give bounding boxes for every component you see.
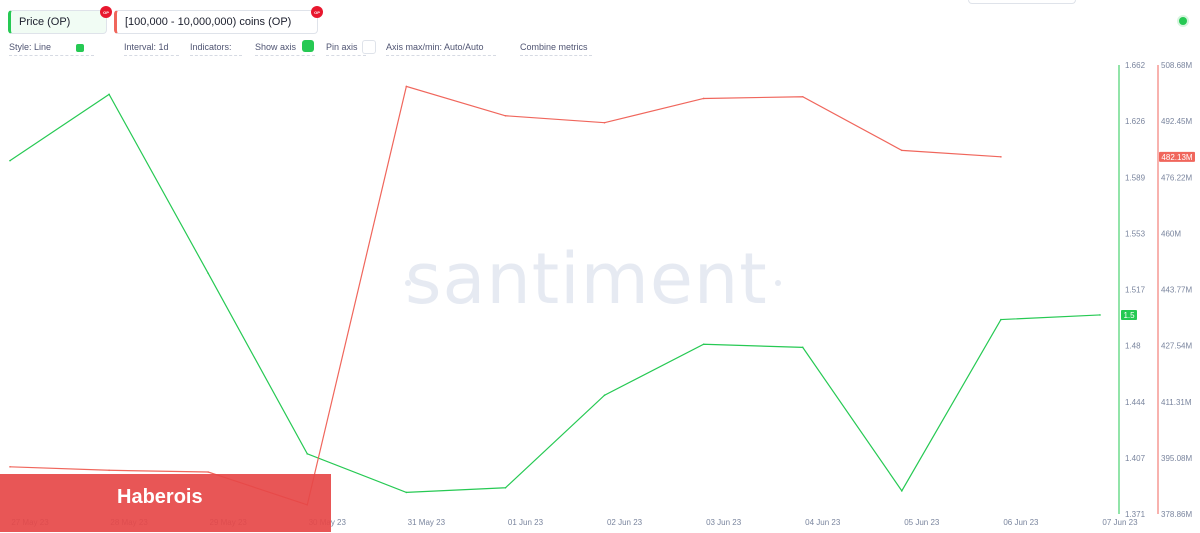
line-color-swatch[interactable]: [75, 43, 84, 52]
status-dot: [1179, 17, 1187, 25]
style-label: Style: Line: [9, 42, 52, 52]
x-tick-label: 05 Jun 23: [904, 518, 940, 527]
price-last-value-label: 1.5: [1123, 311, 1135, 320]
x-tick-label: 07 Jun 23: [1102, 518, 1138, 527]
pin-axis-label: Pin axis: [326, 42, 358, 52]
holders-series-point: [9, 466, 11, 468]
pin-axis-toggle[interactable]: Pin axis: [326, 42, 366, 56]
x-tick-label: 03 Jun 23: [706, 518, 742, 527]
holders-tick-label: 508.68M: [1161, 61, 1192, 70]
price-series-line: [9, 93, 1101, 494]
combine-metrics-button[interactable]: Combine metrics: [520, 42, 592, 56]
metric-price-label: Price (OP): [19, 16, 71, 28]
holders-series-point: [1000, 156, 1002, 158]
price-tick-label: 1.407: [1125, 454, 1146, 463]
style-selector[interactable]: Style: Line: [9, 42, 94, 56]
price-series-point: [1000, 318, 1002, 321]
price-series-point: [702, 343, 705, 346]
banner-text: Haberois: [117, 486, 203, 508]
indicators-label: Indicators:: [190, 42, 232, 52]
x-tick-label: 02 Jun 23: [607, 518, 643, 527]
op-token-icon: OP: [100, 6, 112, 18]
price-tick-label: 1.48: [1125, 342, 1141, 351]
price-tick-label: 1.444: [1125, 398, 1146, 407]
x-tick-label: 06 Jun 23: [1003, 518, 1039, 527]
metric-holders[interactable]: [100,000 - 10,000,000) coins (OP) OP: [114, 6, 323, 34]
holders-tick-label: 476.22M: [1161, 173, 1192, 182]
price-series-point: [108, 93, 110, 96]
price-series-point: [207, 272, 209, 275]
combine-metrics-label: Combine metrics: [520, 42, 588, 52]
holders-tick-label: 443.77M: [1161, 286, 1192, 295]
x-tick-label: 31 May 23: [408, 518, 446, 527]
holders-series-point: [603, 121, 606, 124]
interval-label: Interval: 1d: [124, 42, 169, 52]
axis-minmax-label: Axis max/min: Auto/Auto: [386, 42, 484, 52]
price-tick-label: 1.553: [1125, 229, 1146, 238]
axis-minmax-selector[interactable]: Axis max/min: Auto/Auto: [386, 42, 496, 56]
price-series-point: [801, 346, 804, 349]
holders-last-value-label: 482.13M: [1161, 153, 1192, 162]
price-series-point: [504, 486, 507, 489]
holders-series-point: [108, 469, 110, 472]
holders-tick-label: 395.08M: [1161, 454, 1192, 463]
watermark-dot-left: [405, 280, 411, 286]
indicators-selector[interactable]: Indicators:: [190, 42, 242, 56]
price-series-point: [9, 159, 11, 162]
price-last-value-badge: [1121, 309, 1137, 320]
show-axis-toggle[interactable]: Show axis: [255, 42, 315, 56]
price-series-point: [1099, 314, 1101, 316]
holders-last-value-badge: [1159, 151, 1195, 162]
holders-series-point: [405, 85, 408, 88]
haberois-banner: Haberois: [0, 474, 331, 532]
holders-tick-label: 411.31M: [1161, 398, 1192, 407]
holders-tick-label: 492.45M: [1161, 117, 1192, 126]
holders-tick-label: 427.54M: [1161, 342, 1192, 351]
holders-series-point: [801, 95, 804, 98]
price-series-point: [901, 490, 903, 492]
holders-tick-label: 378.86M: [1161, 510, 1192, 519]
watermark-dot-right: [775, 280, 781, 286]
x-tick-label: 01 Jun 23: [508, 518, 544, 527]
price-tick-label: 1.589: [1125, 173, 1146, 182]
show-axis-label: Show axis: [255, 42, 297, 52]
price-series-point: [405, 491, 408, 494]
x-tick-label: 04 Jun 23: [805, 518, 841, 527]
interval-selector[interactable]: Interval: 1d: [124, 42, 179, 56]
price-series-point: [603, 394, 606, 396]
holders-series-point: [901, 149, 903, 152]
price-tick-label: 1.662: [1125, 61, 1146, 70]
price-tick-label: 1.371: [1125, 510, 1146, 519]
holders-series-line: [9, 85, 1001, 506]
price-tick-label: 1.626: [1125, 117, 1146, 126]
holders-tick-label: 460M: [1161, 229, 1181, 238]
holders-series-point: [207, 471, 209, 473]
show-axis-checkbox[interactable]: [302, 40, 314, 52]
metric-holders-label: [100,000 - 10,000,000) coins (OP): [125, 16, 292, 28]
pin-axis-checkbox[interactable]: [362, 40, 376, 54]
metric-price[interactable]: Price (OP) OP: [8, 6, 112, 34]
holders-series-point: [504, 114, 507, 117]
price-tick-label: 1.517: [1125, 286, 1146, 295]
price-series-point: [306, 453, 309, 455]
op-token-icon: OP: [311, 6, 323, 18]
santiment-watermark: santiment: [405, 238, 768, 320]
holders-series-point: [702, 97, 705, 100]
